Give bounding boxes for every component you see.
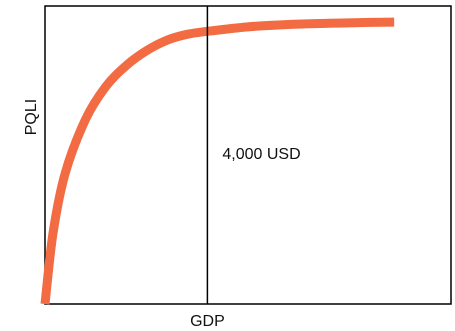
threshold-label: 4,000 USD bbox=[222, 146, 300, 163]
plot-frame bbox=[44, 5, 452, 305]
x-axis-label: GDP bbox=[190, 313, 225, 330]
y-axis-label: PQLI bbox=[23, 99, 40, 135]
pqli-curve bbox=[40, 17, 395, 305]
